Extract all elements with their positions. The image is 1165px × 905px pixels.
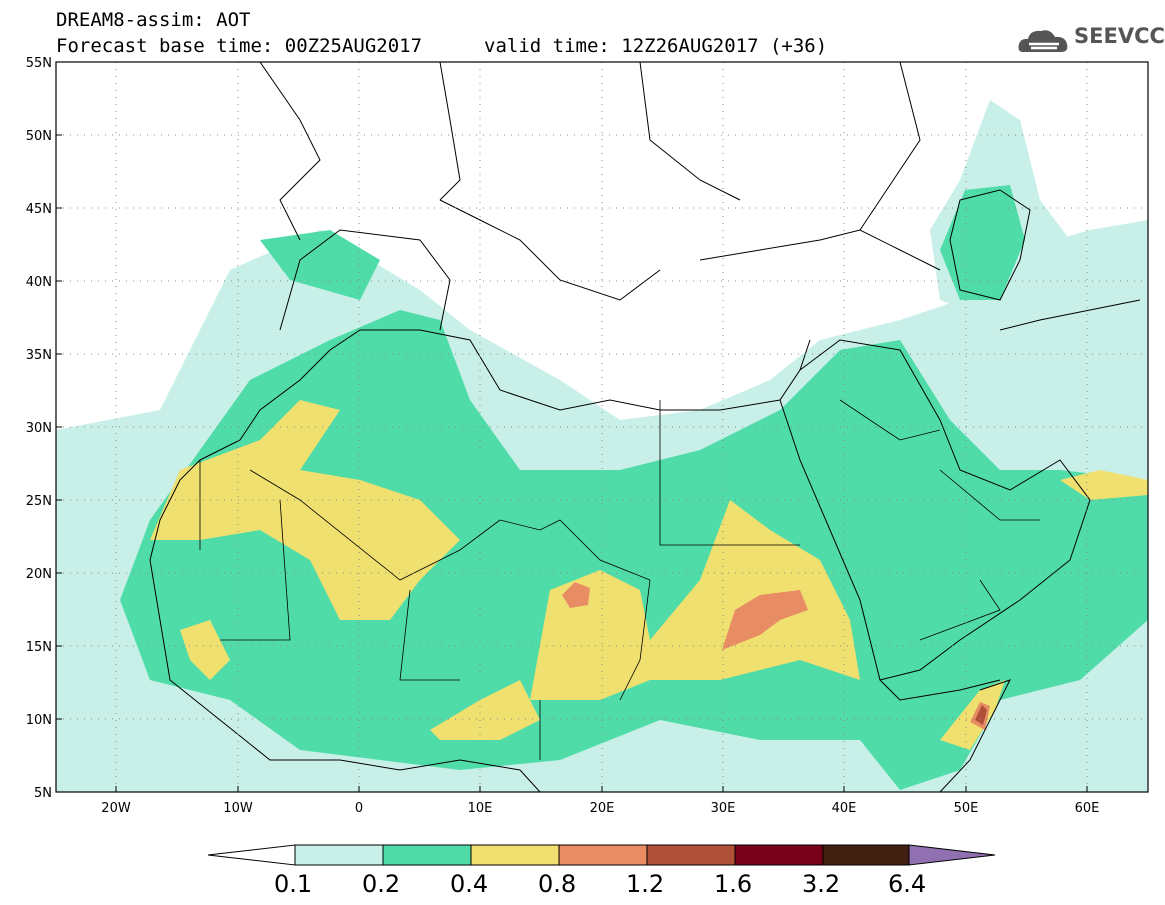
lat-label: 50N bbox=[26, 129, 52, 144]
lat-label: 35N bbox=[26, 348, 52, 363]
cloud-icon bbox=[1018, 30, 1068, 52]
contour-0.4-central bbox=[530, 500, 860, 700]
colorbar-label: 0.8 bbox=[538, 870, 577, 898]
colorbar-label: 3.2 bbox=[802, 870, 841, 898]
lat-labels: 55N 50N 45N 40N 35N 30N 25N 20N 15N 10N … bbox=[26, 56, 52, 801]
coastlines bbox=[149, 62, 1141, 792]
lon-label: 10E bbox=[468, 801, 493, 816]
colorbar-bin bbox=[294, 844, 384, 866]
contour-0.4-mali bbox=[180, 620, 230, 680]
colorbar-bin bbox=[822, 844, 910, 866]
colorbar-label: 1.2 bbox=[626, 870, 665, 898]
colorbar-label: 0.4 bbox=[450, 870, 489, 898]
forecast-base-time: Forecast base time: 00Z25AUG2017 bbox=[56, 35, 423, 57]
contour-0.1-west bbox=[56, 600, 110, 690]
colorbar-bin bbox=[734, 844, 824, 866]
lat-label: 45N bbox=[26, 202, 52, 217]
lat-label: 25N bbox=[26, 494, 52, 509]
contour-1.2-horn bbox=[975, 705, 987, 725]
contour-0.4-south bbox=[430, 680, 540, 740]
contour-0.4-horn bbox=[940, 680, 1005, 750]
lat-label: 30N bbox=[26, 421, 52, 436]
colorbar-label: 0.2 bbox=[362, 870, 401, 898]
lat-label: 5N bbox=[34, 786, 52, 801]
contour-0.4-gulf bbox=[1060, 470, 1148, 500]
lon-label: 40E bbox=[832, 801, 857, 816]
lon-label: 50E bbox=[954, 801, 979, 816]
lon-label: 20W bbox=[101, 801, 131, 816]
logo-text: SEEVCCC bbox=[1074, 24, 1165, 48]
graticule bbox=[56, 62, 1148, 792]
contour-0.2 bbox=[120, 310, 1148, 790]
lon-label: 20E bbox=[590, 801, 615, 816]
contour-0.2-iberia bbox=[260, 230, 380, 300]
contour-0.2-north bbox=[940, 185, 1025, 300]
colorbar-bin bbox=[382, 844, 472, 866]
lon-label: 30E bbox=[711, 801, 736, 816]
valid-time: valid time: 12Z26AUG2017 (+36) bbox=[484, 35, 828, 57]
lat-label: 10N bbox=[26, 713, 52, 728]
colorbar-low-arrow bbox=[207, 844, 296, 866]
colorbar-high-arrow bbox=[908, 844, 996, 866]
colorbar-bin bbox=[646, 844, 736, 866]
lon-label: 60E bbox=[1075, 801, 1100, 816]
aot-contours bbox=[56, 100, 1148, 792]
lat-label: 15N bbox=[26, 640, 52, 655]
contour-0.8-chad bbox=[562, 582, 590, 608]
lat-label: 20N bbox=[26, 567, 52, 582]
colorbar-bin bbox=[470, 844, 560, 866]
lon-label: 10W bbox=[223, 801, 253, 816]
contour-0.4-west bbox=[150, 400, 460, 620]
map-title: DREAM8-assim: AOT bbox=[56, 9, 251, 31]
lat-label: 40N bbox=[26, 275, 52, 290]
lon-label: 0 bbox=[355, 801, 363, 816]
colorbar-label: 6.4 bbox=[888, 870, 927, 898]
borders bbox=[199, 399, 1040, 760]
colorbar bbox=[207, 844, 996, 866]
colorbar-label: 0.1 bbox=[274, 870, 313, 898]
lon-labels: 20W 10W 0 10E 20E 30E 40E 50E 60E bbox=[101, 801, 1099, 816]
colorbar-bin bbox=[558, 844, 648, 866]
contour-0.8-sudan bbox=[722, 590, 808, 650]
colorbar-label: 1.6 bbox=[714, 870, 753, 898]
axis-ticks bbox=[56, 134, 1088, 792]
lat-label: 55N bbox=[26, 56, 52, 71]
